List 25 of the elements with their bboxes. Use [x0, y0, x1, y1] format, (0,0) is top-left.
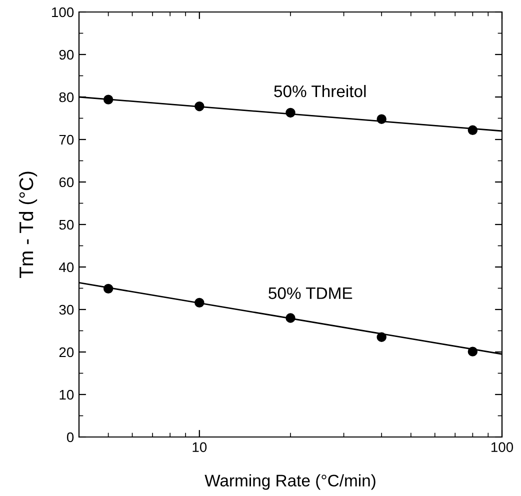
y-tick-label: 100	[52, 7, 74, 18]
annotation: 50% Threitol	[274, 84, 366, 98]
y-tick-label: 70	[59, 134, 74, 145]
point	[103, 284, 114, 294]
annotation: 50% TDME	[268, 287, 352, 300]
point	[286, 313, 296, 323]
point	[286, 108, 296, 118]
y-axis-title: Tm - Td (°C)	[18, 172, 38, 278]
point	[376, 114, 386, 124]
y-tick-label: 0	[66, 432, 74, 442]
x-axis-title: Warming Rate (°C/min)	[204, 474, 376, 490]
y-tick-label: 90	[59, 50, 74, 60]
y-tick-label: 10	[60, 390, 74, 400]
point	[468, 125, 478, 136]
y-tick-label: 60	[59, 177, 74, 188]
point	[468, 346, 478, 356]
y-tick-label: 40	[59, 262, 74, 272]
y-tick-label: 50	[59, 220, 74, 230]
point	[103, 94, 114, 104]
y-tick-label: 80	[59, 92, 74, 102]
y-tick-label: 30	[59, 304, 74, 315]
y-tick-label: 20	[59, 347, 74, 358]
point	[194, 298, 204, 308]
point	[376, 332, 386, 342]
point	[194, 101, 204, 112]
